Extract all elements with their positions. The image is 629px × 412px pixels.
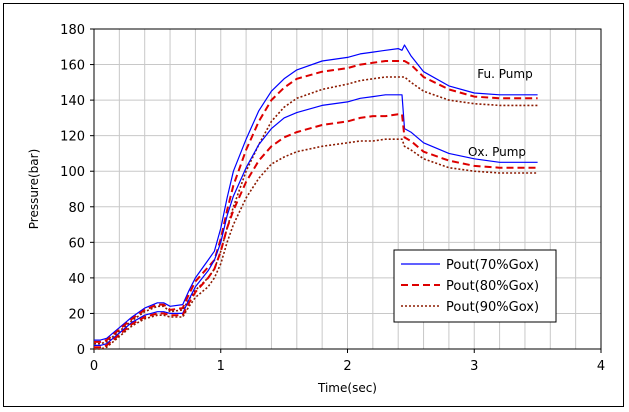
y-tick-label: 140 bbox=[60, 94, 85, 109]
y-axis-ticks: 0 20 40 60 80 100 120 140 160 180 bbox=[60, 23, 94, 358]
legend-box bbox=[393, 249, 557, 323]
grid-lines bbox=[94, 29, 601, 349]
y-tick-label: 0 bbox=[77, 343, 85, 358]
x-tick-label: 3 bbox=[470, 359, 478, 374]
y-tick-label: 180 bbox=[60, 23, 85, 38]
legend-label: Pout(70%Gox) bbox=[446, 258, 539, 273]
x-axis-label: Time(sec) bbox=[317, 381, 377, 395]
x-tick-label: 0 bbox=[90, 359, 98, 374]
annotation-label: Ox. Pump bbox=[468, 145, 526, 159]
series-line-2 bbox=[94, 60, 538, 343]
y-tick-label: 80 bbox=[68, 201, 85, 216]
series-line-4 bbox=[94, 94, 538, 346]
legend-label: Pout(80%Gox) bbox=[446, 279, 539, 294]
series-line-3 bbox=[94, 76, 538, 345]
y-tick-label: 20 bbox=[68, 307, 85, 322]
curve-annotations: Fu. Pump Ox. Pump bbox=[468, 67, 533, 159]
y-tick-label: 60 bbox=[68, 236, 85, 251]
legend: Pout(70%Gox) Pout(80%Gox) Pout(90%Gox) bbox=[393, 249, 557, 323]
x-tick-label: 4 bbox=[597, 359, 605, 374]
legend-label: Pout(90%Gox) bbox=[446, 300, 539, 315]
y-tick-label: 120 bbox=[60, 130, 85, 145]
series-lines bbox=[94, 44, 538, 350]
series-line-1 bbox=[94, 44, 538, 341]
y-tick-label: 40 bbox=[68, 272, 85, 287]
annotation-label: Fu. Pump bbox=[477, 67, 532, 81]
series-line-6 bbox=[94, 138, 538, 350]
x-axis-ticks: 0 1 2 3 4 bbox=[90, 349, 605, 374]
y-tick-label: 160 bbox=[60, 59, 85, 74]
x-tick-label: 1 bbox=[217, 359, 225, 374]
series-line-5 bbox=[94, 113, 538, 349]
y-axis-label: Pressure(bar) bbox=[27, 149, 41, 230]
x-tick-label: 2 bbox=[343, 359, 351, 374]
y-tick-label: 100 bbox=[60, 165, 85, 180]
